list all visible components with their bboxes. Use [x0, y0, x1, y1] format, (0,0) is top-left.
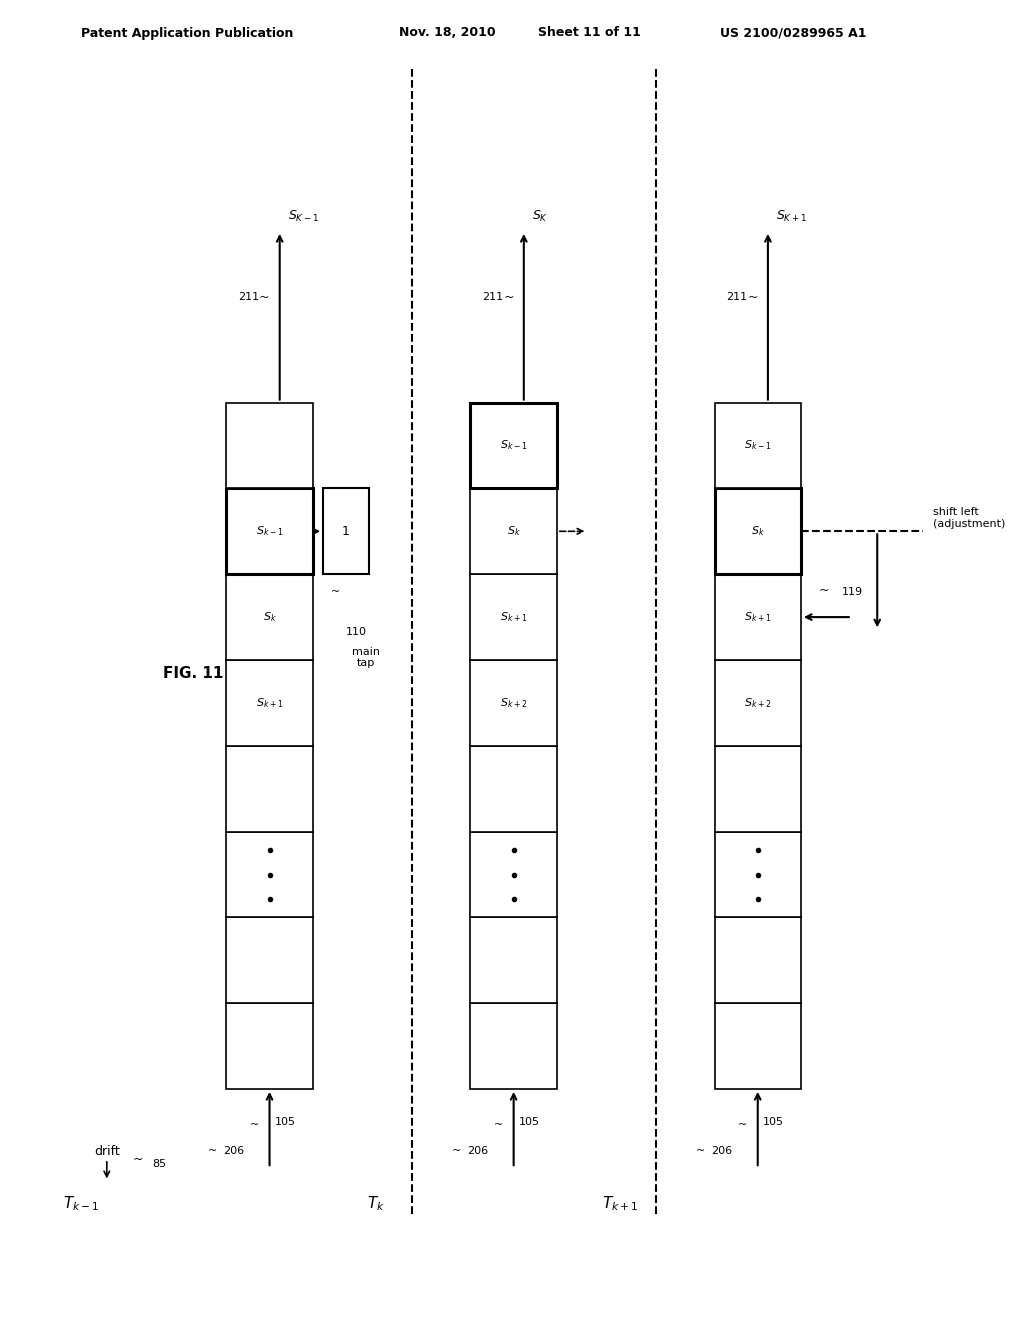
- Text: ~: ~: [503, 290, 514, 304]
- Bar: [226, 574, 312, 660]
- Bar: [226, 917, 312, 1003]
- Text: $S_k$: $S_k$: [751, 524, 765, 539]
- Text: Sheet 11 of 11: Sheet 11 of 11: [539, 26, 641, 40]
- Bar: [715, 660, 801, 746]
- Text: ~: ~: [819, 585, 829, 597]
- Text: Patent Application Publication: Patent Application Publication: [81, 26, 294, 40]
- Text: $S_{k+2}$: $S_{k+2}$: [744, 696, 771, 710]
- Text: 206: 206: [712, 1146, 733, 1156]
- Bar: [470, 488, 557, 574]
- Text: ~: ~: [452, 1146, 461, 1156]
- Bar: [470, 917, 557, 1003]
- Text: FIG. 11: FIG. 11: [163, 665, 223, 681]
- Text: $T_{k-1}$: $T_{k-1}$: [63, 1195, 99, 1213]
- Text: $S_{k+1}$: $S_{k+1}$: [500, 610, 527, 624]
- Bar: [715, 832, 801, 917]
- Text: $S_k$: $S_k$: [507, 524, 520, 539]
- Text: $S_{K+1}$: $S_{K+1}$: [776, 210, 807, 224]
- Text: 211: 211: [726, 292, 748, 302]
- Text: 206: 206: [223, 1146, 245, 1156]
- Bar: [715, 488, 801, 574]
- Text: 105: 105: [274, 1117, 296, 1127]
- Text: ~: ~: [748, 290, 758, 304]
- Bar: [470, 746, 557, 832]
- Text: US 2100/0289965 A1: US 2100/0289965 A1: [720, 26, 866, 40]
- Bar: [470, 832, 557, 917]
- Text: 110: 110: [345, 627, 367, 638]
- Text: shift left
(adjustment): shift left (adjustment): [933, 507, 1006, 529]
- Bar: [226, 403, 312, 488]
- Text: Nov. 18, 2010: Nov. 18, 2010: [399, 26, 496, 40]
- Bar: [470, 574, 557, 660]
- Bar: [226, 832, 312, 917]
- Text: 206: 206: [468, 1146, 488, 1156]
- Bar: [715, 917, 801, 1003]
- Text: ~: ~: [495, 1119, 504, 1130]
- Text: ~: ~: [259, 290, 269, 304]
- Text: $S_{k-1}$: $S_{k-1}$: [500, 438, 527, 453]
- Text: $S_{k+2}$: $S_{k+2}$: [500, 696, 527, 710]
- Text: $S_{k-1}$: $S_{k-1}$: [256, 524, 284, 539]
- Text: ~: ~: [738, 1119, 748, 1130]
- Text: 85: 85: [153, 1159, 167, 1170]
- Text: $S_K$: $S_K$: [531, 210, 548, 224]
- Bar: [226, 1003, 312, 1089]
- Bar: [470, 660, 557, 746]
- Text: 1: 1: [342, 525, 350, 537]
- Text: $S_{k+1}$: $S_{k+1}$: [744, 610, 771, 624]
- Text: $S_{k+1}$: $S_{k+1}$: [256, 696, 284, 710]
- Text: $S_{K-1}$: $S_{K-1}$: [288, 210, 319, 224]
- Text: ~: ~: [695, 1146, 705, 1156]
- Text: ~: ~: [132, 1152, 142, 1166]
- Bar: [715, 574, 801, 660]
- Bar: [323, 488, 369, 574]
- Text: 105: 105: [763, 1117, 783, 1127]
- Text: $T_k$: $T_k$: [368, 1195, 385, 1213]
- Text: ~: ~: [331, 587, 340, 598]
- Bar: [226, 660, 312, 746]
- Text: 211: 211: [239, 292, 259, 302]
- Text: 211: 211: [482, 292, 504, 302]
- Text: $S_{k-1}$: $S_{k-1}$: [744, 438, 771, 453]
- Bar: [715, 746, 801, 832]
- Text: $T_{k+1}$: $T_{k+1}$: [602, 1195, 639, 1213]
- Bar: [226, 746, 312, 832]
- Text: drift: drift: [94, 1144, 120, 1158]
- Text: 119: 119: [842, 587, 863, 597]
- Bar: [226, 488, 312, 574]
- Text: ~: ~: [250, 1119, 259, 1130]
- Bar: [470, 1003, 557, 1089]
- Bar: [470, 403, 557, 488]
- Text: ~: ~: [208, 1146, 217, 1156]
- Bar: [715, 1003, 801, 1089]
- Bar: [715, 403, 801, 488]
- Text: 105: 105: [519, 1117, 540, 1127]
- Text: $S_k$: $S_k$: [262, 610, 276, 624]
- Text: main
tap: main tap: [352, 647, 380, 668]
